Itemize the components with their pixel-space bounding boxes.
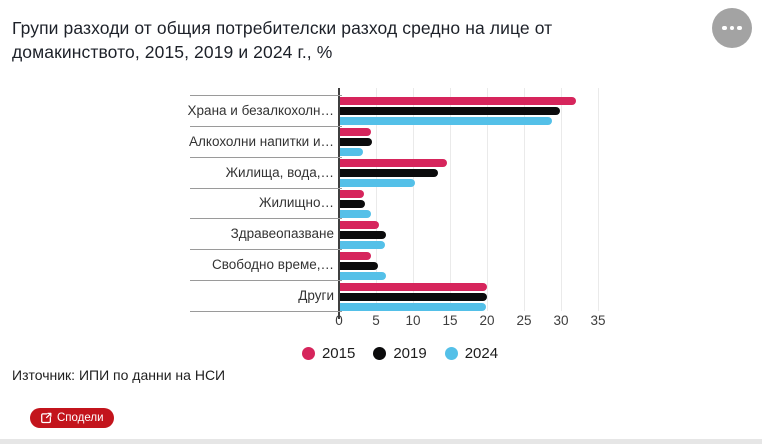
bar-2019[interactable] <box>340 261 379 270</box>
x-tick-label: 0 <box>335 313 343 328</box>
plot-gridline <box>376 88 377 311</box>
bar-2024[interactable] <box>340 240 386 249</box>
x-tick-label: 25 <box>516 313 532 328</box>
category-label: Алкохолни напитки и… <box>189 133 334 149</box>
page-divider <box>0 439 762 444</box>
chart-legend: 2015 2019 2024 <box>190 343 610 363</box>
source-note: Източник: ИПИ по данни на НСИ <box>12 367 226 383</box>
y-axis-line <box>338 88 340 319</box>
legend-swatch-2024 <box>444 346 458 360</box>
plot-gridline <box>598 88 599 311</box>
legend-swatch-2019 <box>373 346 387 360</box>
x-tick-label: 5 <box>372 313 380 328</box>
bar-2019[interactable] <box>340 199 366 208</box>
chart-title: Групи разходи от общия потребителски раз… <box>12 18 553 62</box>
legend-item-2019: 2019 <box>373 344 427 362</box>
more-options-button[interactable] <box>712 8 752 48</box>
bar-2015[interactable] <box>340 189 364 198</box>
row-separator-line <box>190 187 342 189</box>
bar-2019[interactable] <box>340 292 487 301</box>
ellipsis-icon <box>722 25 727 31</box>
row-separator-line <box>190 125 342 127</box>
x-tick-label: 15 <box>442 313 458 328</box>
bar-2015[interactable] <box>340 97 577 106</box>
bar-2019[interactable] <box>340 169 439 178</box>
share-button[interactable]: Сподели <box>30 408 114 428</box>
x-tick-label: 10 <box>405 313 421 328</box>
bar-2015[interactable] <box>340 282 487 291</box>
bar-2019[interactable] <box>340 107 560 116</box>
bar-2015[interactable] <box>340 251 372 260</box>
legend-label: 2019 <box>393 344 427 362</box>
category-label: Жилищно… <box>259 195 334 211</box>
plot-gridline <box>413 88 414 311</box>
category-label: Жилища, вода,… <box>225 164 334 180</box>
x-tick-label: 30 <box>553 313 569 328</box>
bar-2024[interactable] <box>340 209 372 218</box>
bar-2015[interactable] <box>340 128 372 137</box>
legend-item-2015: 2015 <box>301 344 356 362</box>
row-separator-line <box>190 249 342 251</box>
row-separator-line <box>190 280 342 282</box>
legend-label: 2015 <box>321 344 356 362</box>
category-label: Други <box>298 288 334 304</box>
plot-gridline <box>450 88 451 311</box>
bar-2015[interactable] <box>340 220 380 229</box>
row-separator-line <box>190 95 342 96</box>
category-label: Храна и безалкохолн… <box>187 102 334 118</box>
row-separator-line <box>190 218 342 220</box>
plot-gridline <box>487 88 488 311</box>
x-tick-label: 35 <box>590 313 606 328</box>
bar-2019[interactable] <box>340 230 386 239</box>
category-label: Свободно време,… <box>211 257 334 273</box>
plot-gridline <box>524 88 525 311</box>
bar-2015[interactable] <box>340 159 447 168</box>
row-separator-line <box>190 156 342 158</box>
ellipsis-icon <box>737 25 742 31</box>
bar-2019[interactable] <box>340 138 372 147</box>
category-label: Здравеопазване <box>230 226 334 242</box>
bar-2024[interactable] <box>340 117 553 126</box>
legend-swatch-2015 <box>301 346 315 360</box>
x-tick-label: 20 <box>479 313 495 328</box>
legend-item-2024: 2024 <box>444 344 499 362</box>
share-button-label: Сподели <box>57 412 104 424</box>
legend-label: 2024 <box>464 344 499 362</box>
bar-2024[interactable] <box>340 148 363 157</box>
bar-2024[interactable] <box>340 271 386 280</box>
ellipsis-icon <box>729 25 735 31</box>
plot-gridline <box>561 88 562 311</box>
bar-2024[interactable] <box>340 179 415 188</box>
share-export-icon <box>41 412 52 424</box>
bar-2024[interactable] <box>340 302 486 311</box>
row-separator-line <box>190 310 342 312</box>
